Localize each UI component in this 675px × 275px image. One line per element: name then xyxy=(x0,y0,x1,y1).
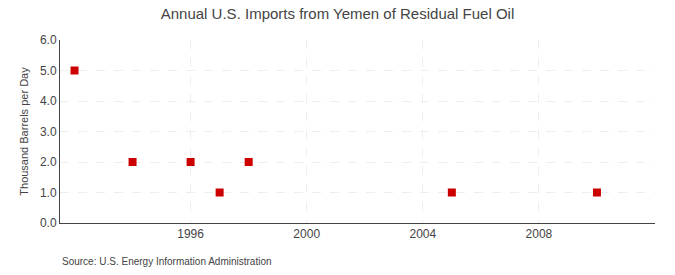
svg-text:5.0: 5.0 xyxy=(40,64,57,78)
svg-text:Thousand Barrels per Day: Thousand Barrels per Day xyxy=(18,67,30,196)
svg-text:Annual U.S. Imports from Yemen: Annual U.S. Imports from Yemen of Residu… xyxy=(161,5,515,22)
svg-text:2004: 2004 xyxy=(409,227,436,241)
svg-text:0.0: 0.0 xyxy=(40,216,57,230)
svg-text:4.0: 4.0 xyxy=(40,94,57,108)
svg-text:2.0: 2.0 xyxy=(40,155,57,169)
svg-text:1996: 1996 xyxy=(177,227,204,241)
svg-text:1.0: 1.0 xyxy=(40,186,57,200)
svg-text:Source: U.S. Energy Informatio: Source: U.S. Energy Information Administ… xyxy=(62,256,272,267)
svg-text:2000: 2000 xyxy=(293,227,320,241)
svg-text:2008: 2008 xyxy=(526,227,553,241)
svg-text:6.0: 6.0 xyxy=(40,33,57,47)
svg-text:3.0: 3.0 xyxy=(40,125,57,139)
